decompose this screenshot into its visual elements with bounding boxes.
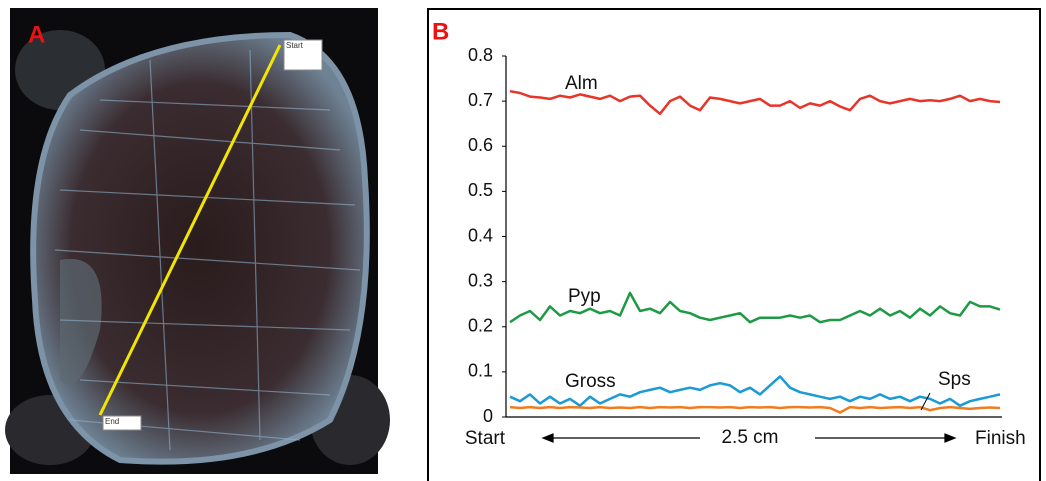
- series-label: Alm: [565, 73, 598, 94]
- y-tick-label: 0.4: [468, 225, 493, 245]
- photo-panel: Start End A: [5, 8, 390, 474]
- y-tick-label: 0.5: [468, 180, 493, 200]
- chart-frame: [428, 9, 1040, 481]
- x-axis-label: 2.5 cm: [721, 427, 778, 448]
- series-label: Pyp: [568, 286, 601, 307]
- label-leader: [921, 393, 930, 410]
- x-end-label: Finish: [975, 428, 1026, 449]
- y-tick-label: 0.3: [468, 270, 493, 290]
- figure: Start End A B Start 2.5 cm Finish 0 0.1 0.…: [0, 0, 1046, 481]
- series-line: [510, 91, 1000, 114]
- y-tick-label: 0: [483, 406, 493, 426]
- series-label: Sps: [938, 369, 971, 390]
- panel-label: A: [28, 21, 45, 48]
- y-tick-label: 0.2: [468, 316, 493, 336]
- series-label: Gross: [565, 371, 616, 392]
- page: {"photo": {"label": "A", "start_label": …: [0, 0, 1046, 481]
- y-tick-label: 0.8: [468, 45, 493, 65]
- y-tick-label: 0.1: [468, 361, 493, 381]
- series-line: [510, 407, 1000, 412]
- start-label: Start: [286, 41, 304, 50]
- specimen: [33, 35, 367, 462]
- x-start-label: Start: [465, 428, 506, 449]
- y-tick-label: 0.7: [468, 90, 493, 110]
- panel-label: B: [432, 18, 449, 45]
- end-label: End: [105, 417, 119, 426]
- y-tick-label: 0.6: [468, 135, 493, 155]
